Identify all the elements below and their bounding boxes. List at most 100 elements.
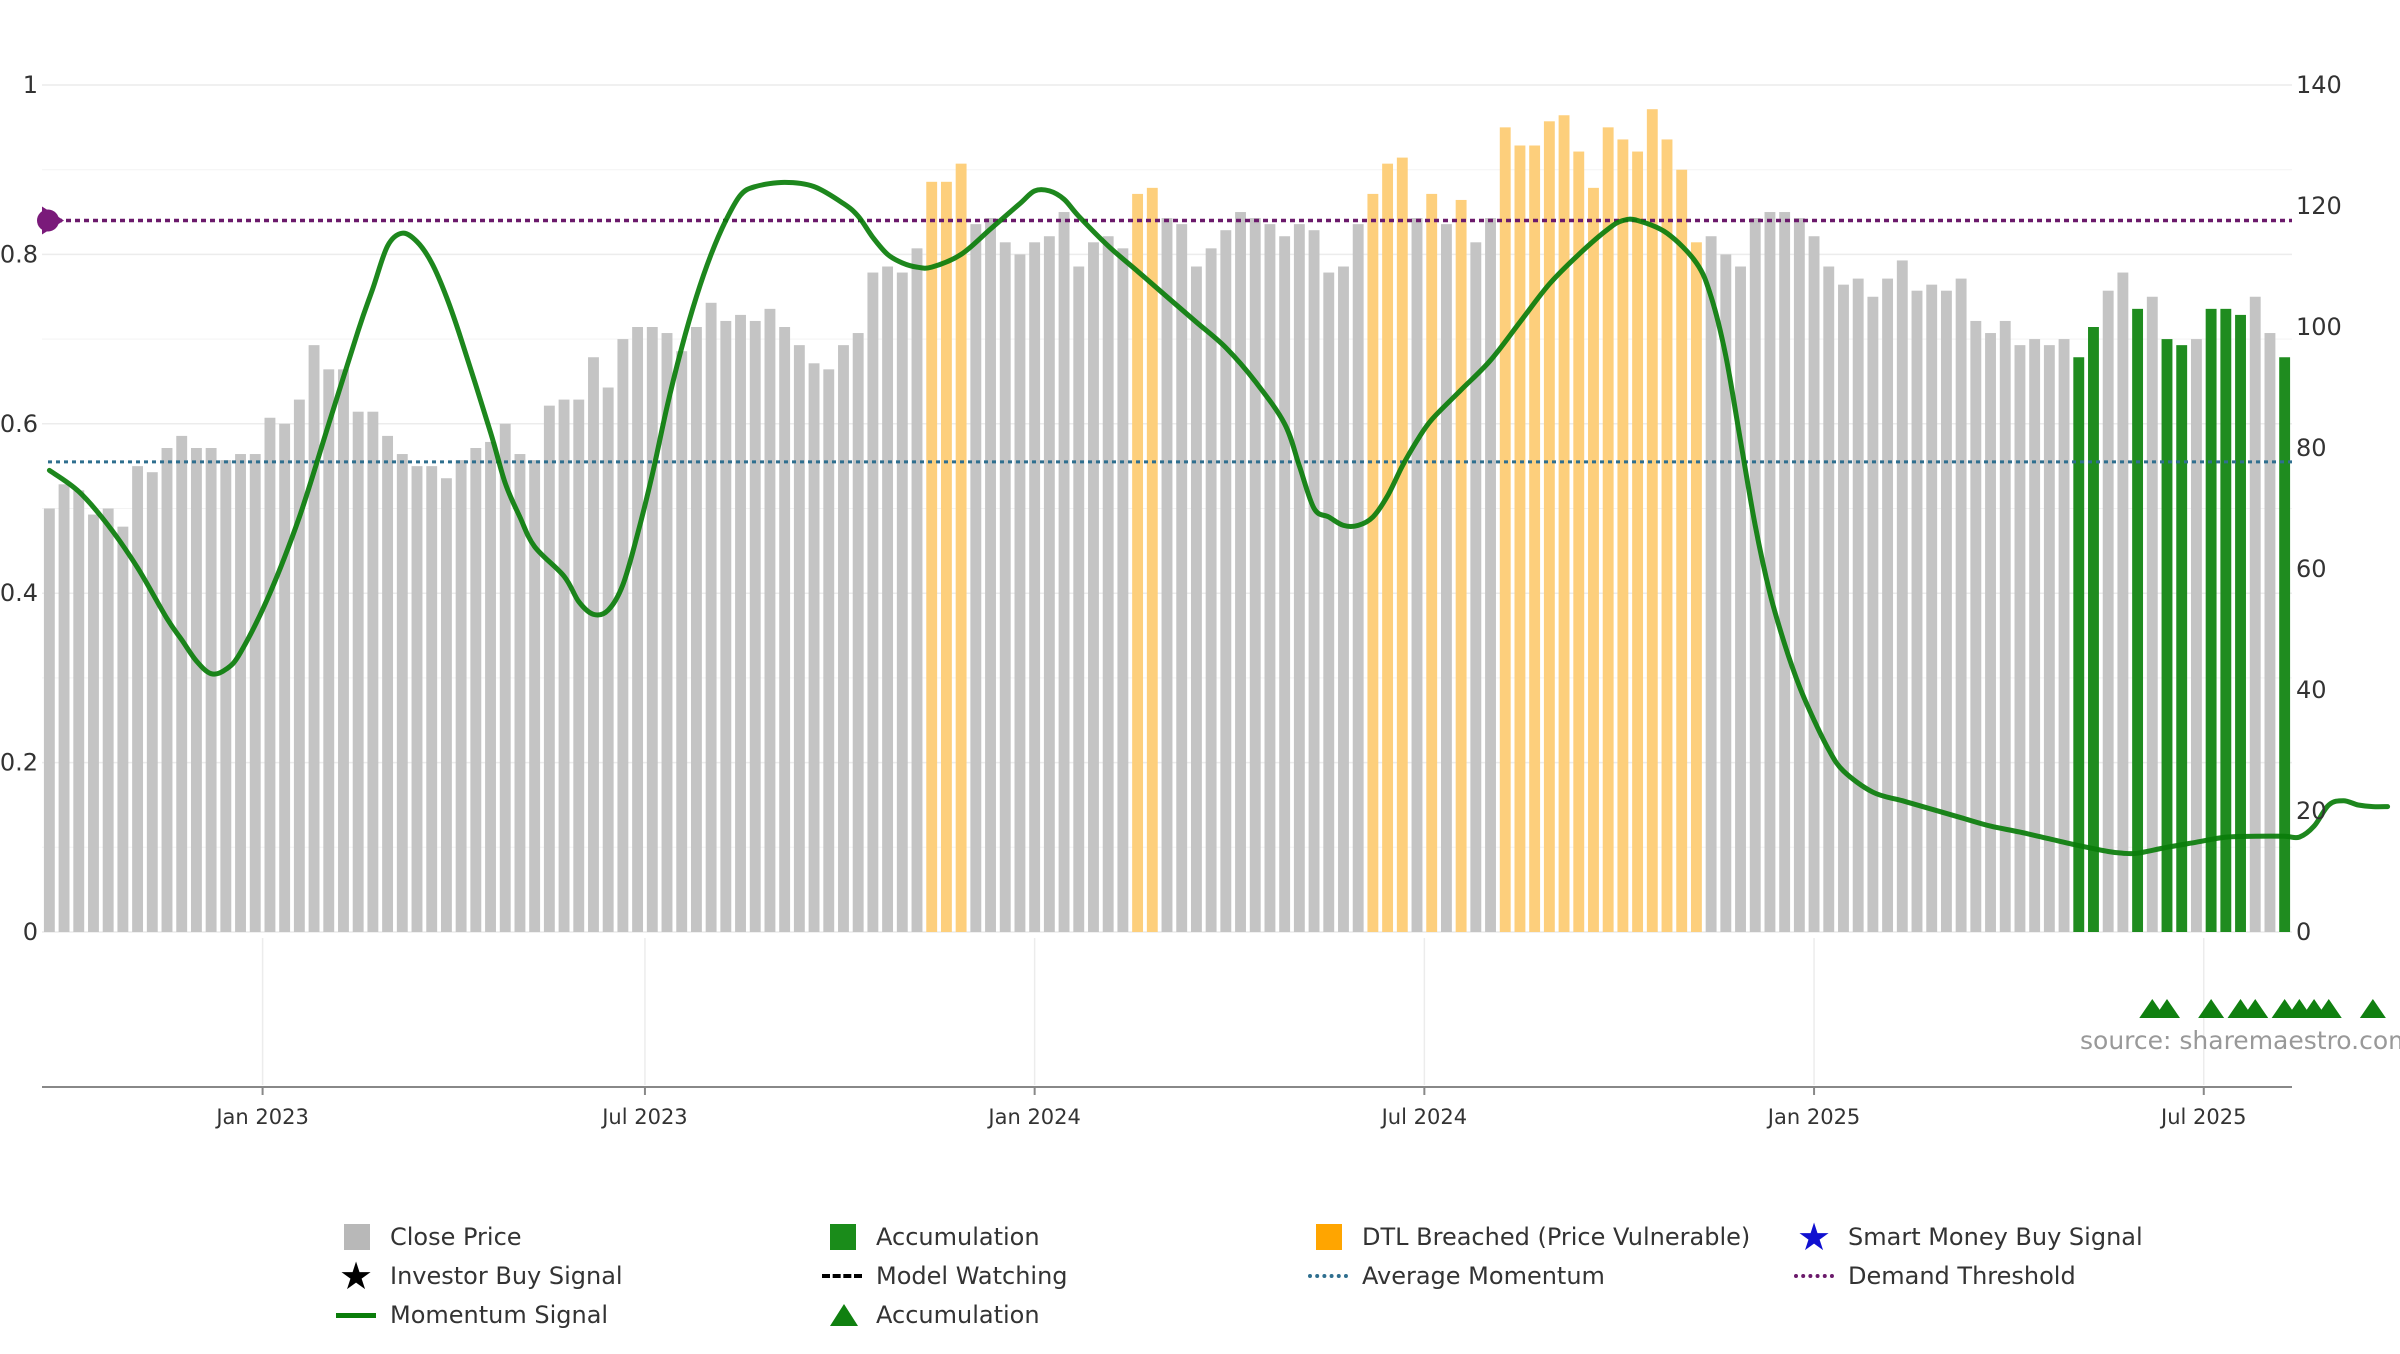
- close-price-bar: [470, 448, 482, 932]
- close-price-bar: [338, 369, 349, 933]
- close-price-bar: [867, 272, 879, 932]
- y-right-tick-label: 40: [2296, 676, 2327, 704]
- dtl-breached-bar: [1146, 187, 1158, 933]
- dtl-breached-bar: [1573, 151, 1585, 933]
- dtl-breached-bar: [1617, 139, 1629, 932]
- dtl-breached-bar: [1602, 127, 1614, 933]
- accumulation-bar: [2176, 345, 2188, 932]
- close-price-bar: [661, 333, 673, 932]
- accumulation-triangle-marker: [2242, 999, 2269, 1018]
- y-right-tick-label: 80: [2296, 434, 2327, 462]
- close-price-bar: [2043, 345, 2055, 932]
- close-price-bar: [1838, 284, 1849, 932]
- close-price-bar: [1235, 212, 1246, 933]
- markers-layer: [2139, 999, 2386, 1018]
- close-price-bar: [1058, 212, 1070, 933]
- close-price-bar: [1308, 230, 1320, 932]
- close-price-bar: [1043, 236, 1055, 932]
- dtl-breached-bar: [1514, 145, 1526, 932]
- y-left-tick-label: 0: [23, 918, 38, 946]
- x-tick-label: Jan 2024: [986, 1105, 1081, 1129]
- close-price-bar: [43, 508, 55, 932]
- close-price-bar: [1161, 218, 1173, 933]
- close-price-bar: [1205, 248, 1217, 933]
- close-price-bar: [617, 339, 629, 933]
- close-price-bar: [367, 411, 379, 932]
- close-price-bar: [1720, 254, 1732, 932]
- close-price-bar: [588, 357, 599, 932]
- dtl-breached-bar: [1426, 193, 1438, 932]
- close-price-bar: [2264, 333, 2276, 932]
- source-watermark: source: sharemaestro.com: [2080, 1026, 2400, 1055]
- close-price-bar: [176, 435, 188, 932]
- close-price-bar: [426, 466, 438, 932]
- accumulation-triangle-marker: [2359, 999, 2386, 1018]
- close-price-bar: [558, 399, 570, 933]
- close-price-bar: [1749, 218, 1761, 933]
- close-price-bar: [882, 266, 894, 932]
- close-price-bar: [1102, 236, 1114, 932]
- y-left-tick-label: 0.8: [0, 240, 38, 268]
- close-price-bar: [161, 448, 173, 932]
- close-price-bar: [58, 484, 70, 932]
- close-price-bar: [1029, 242, 1041, 933]
- close-price-bar: [1779, 212, 1791, 933]
- close-price-bar: [1014, 254, 1026, 932]
- close-price-bar: [646, 327, 658, 932]
- close-price-bar: [514, 454, 526, 932]
- close-price-bar: [1852, 278, 1864, 933]
- close-price-bar: [2117, 272, 2129, 932]
- y-right-tick-label: 60: [2296, 555, 2327, 583]
- close-price-bar: [1955, 278, 1967, 933]
- close-price-bar: [1293, 224, 1305, 932]
- close-price-bar: [1940, 290, 1952, 932]
- close-price-bar: [823, 369, 835, 933]
- close-price-bar: [676, 351, 688, 932]
- dtl-breached-bar: [1676, 169, 1688, 932]
- close-price-bar: [1896, 260, 1908, 932]
- dtl-breached-bar: [1499, 127, 1511, 933]
- close-price-bar: [1176, 224, 1188, 932]
- dtl-breached-bar: [1661, 139, 1673, 932]
- close-price-bar: [690, 327, 702, 932]
- accumulation-bar: [2088, 327, 2099, 932]
- close-price-bar: [1485, 218, 1496, 933]
- close-price-bar: [440, 478, 452, 932]
- close-price-bar: [749, 320, 761, 932]
- close-price-bar: [720, 320, 732, 932]
- close-price-bar: [352, 411, 364, 932]
- close-price-bar: [852, 333, 864, 932]
- dtl-breached-bar: [1382, 163, 1394, 932]
- close-price-bar: [455, 460, 467, 932]
- close-price-bar: [2102, 290, 2114, 932]
- close-price-bar: [1735, 266, 1746, 932]
- close-price-bar: [1970, 320, 1982, 932]
- x-tick-label: Jan 2023: [214, 1105, 309, 1129]
- close-price-bar: [1764, 212, 1776, 933]
- close-price-bar: [308, 345, 320, 932]
- close-price-bar: [1220, 230, 1232, 932]
- close-price-bar: [88, 514, 99, 932]
- close-price-bar: [1249, 218, 1261, 933]
- close-price-bar: [190, 448, 202, 932]
- close-price-bar: [382, 435, 394, 932]
- x-tick-label: Jul 2025: [2159, 1105, 2246, 1129]
- close-price-bar: [911, 248, 923, 933]
- close-price-bar: [396, 454, 408, 932]
- close-price-bar: [1470, 242, 1482, 933]
- close-price-bar: [293, 399, 305, 933]
- demand-threshold-marker: [37, 209, 59, 232]
- close-price-bar: [146, 472, 158, 932]
- dtl-breached-bar: [1455, 199, 1467, 932]
- y-right-tick-label: 140: [2296, 71, 2342, 99]
- close-price-bar: [1823, 266, 1835, 932]
- accumulation-bar: [2279, 357, 2291, 932]
- dtl-breached-bar: [955, 163, 967, 932]
- close-price-bar: [73, 490, 85, 932]
- close-price-bar: [1793, 218, 1805, 933]
- y-left-tick-label: 0.6: [0, 410, 38, 438]
- accumulation-bar: [2132, 308, 2144, 933]
- close-price-bar: [323, 369, 335, 933]
- close-price-bar: [602, 387, 614, 932]
